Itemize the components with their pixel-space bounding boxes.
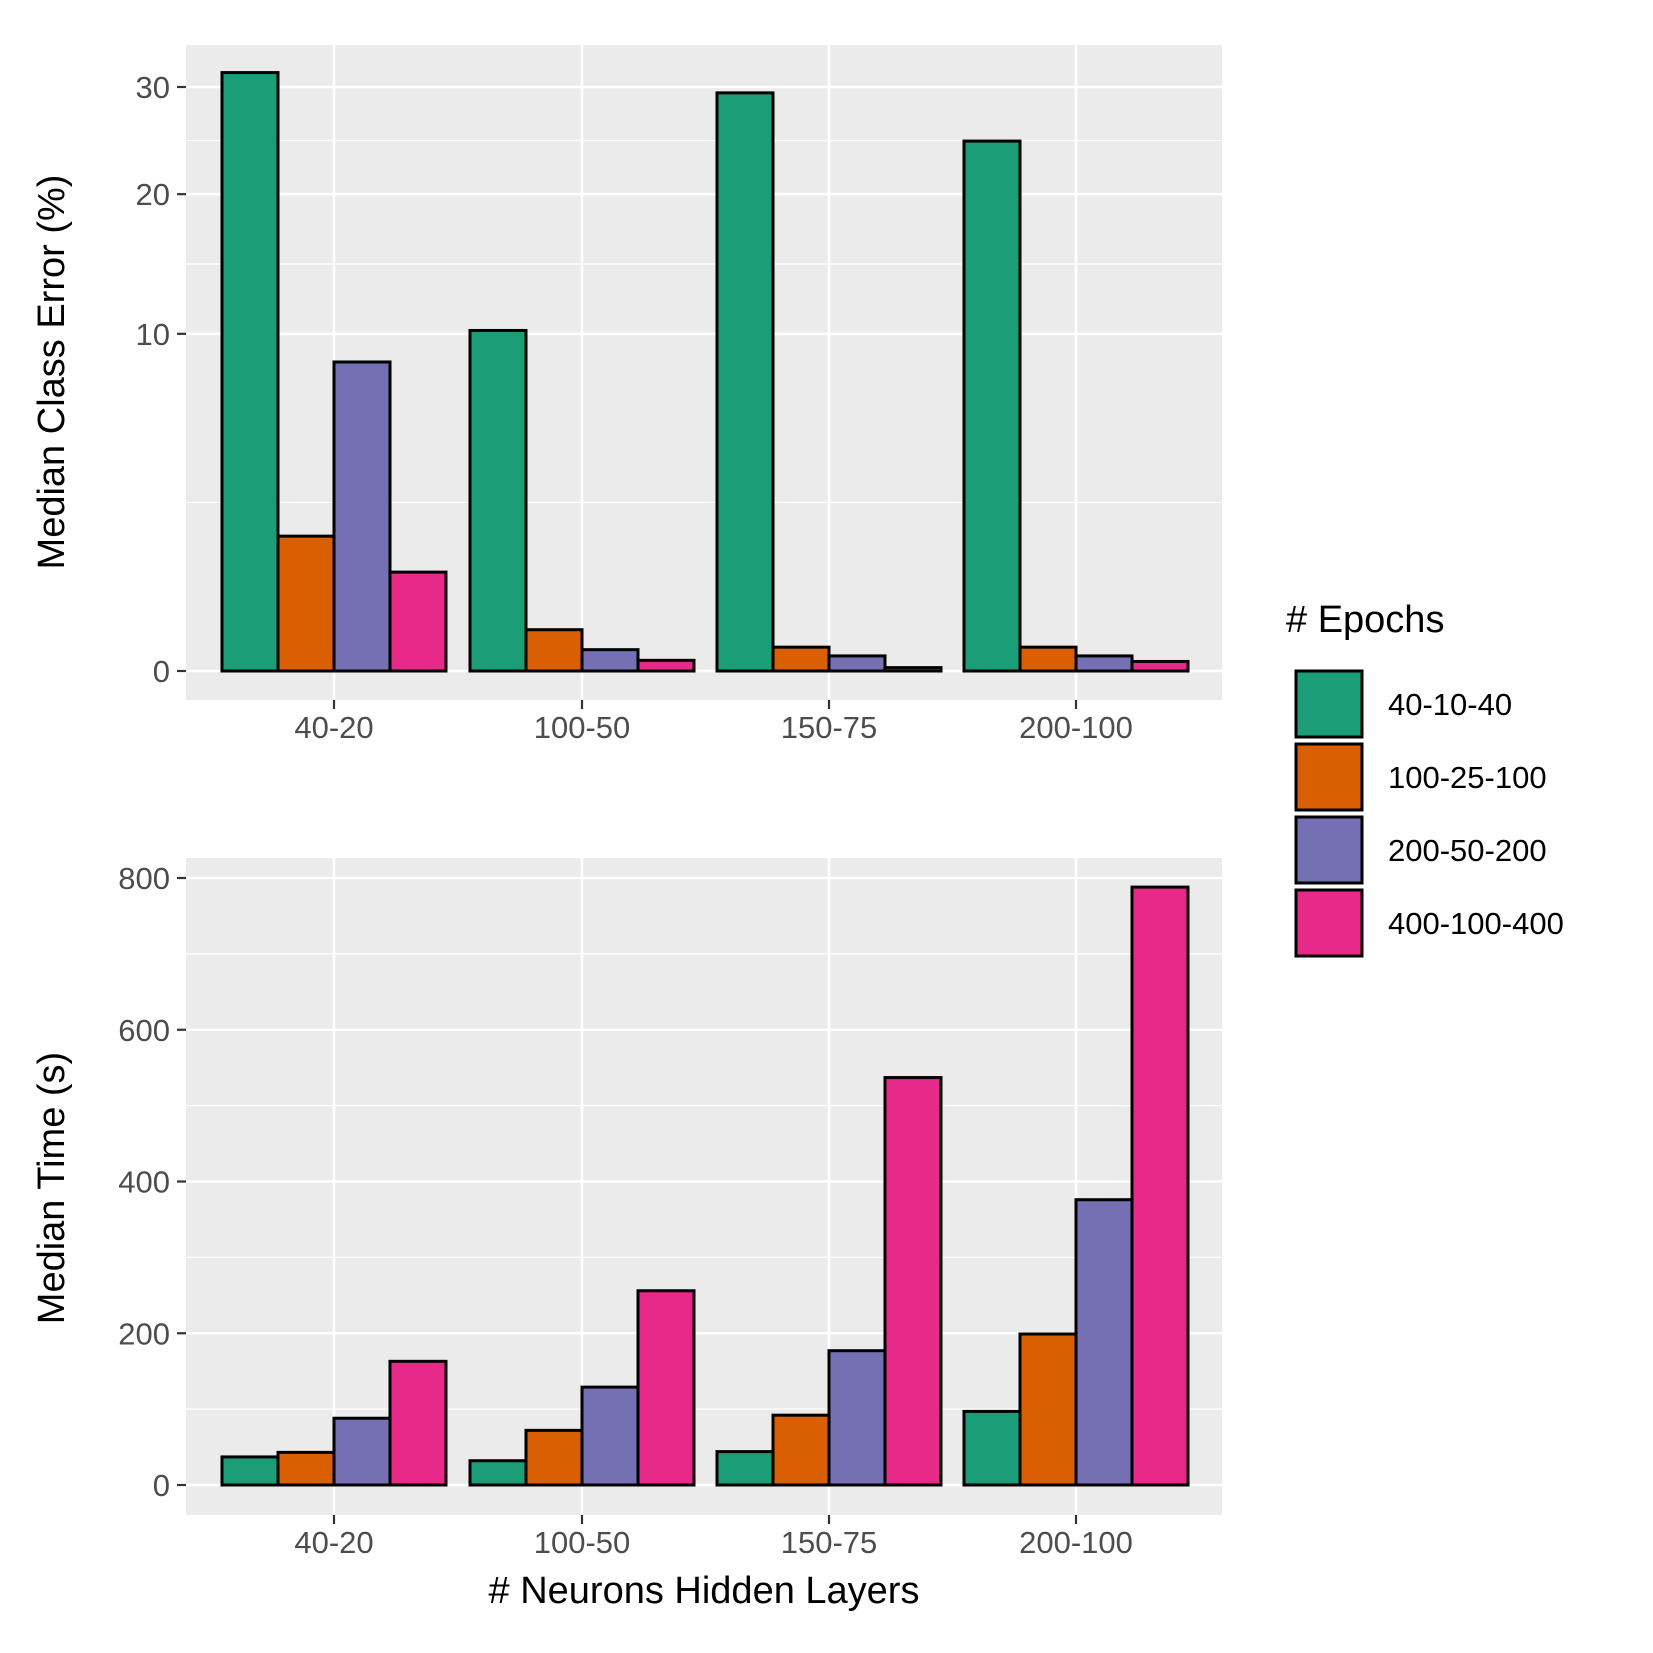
bar-200-50-200 xyxy=(332,360,392,673)
bar-400-100-400 xyxy=(883,1076,943,1487)
legend-key xyxy=(1294,815,1364,885)
bar-100-25-100 xyxy=(1018,1332,1078,1487)
y-axis-title: Median Time (s) xyxy=(31,1052,73,1324)
chart-panel-1: 0 10 20 30 40-20 100-50 150-75 200-100 Median Cl… xyxy=(31,45,1222,745)
x-tick-label: 100-50 xyxy=(534,710,631,745)
legend-label: 100-25-100 xyxy=(1388,760,1547,795)
legend-key xyxy=(1294,888,1364,958)
bar-400-100-400 xyxy=(388,1359,448,1487)
chart-panel-2: 0 200 400 600 800 40-20 100-50 150-75 200-100 Med… xyxy=(31,858,1222,1612)
bar-400-100-400 xyxy=(1130,659,1190,673)
x-tick-label: 200-100 xyxy=(1019,1525,1133,1560)
bar-400-100-400 xyxy=(636,658,696,673)
legend-title: # Epochs xyxy=(1286,599,1444,641)
y-tick-label: 0 xyxy=(153,654,170,689)
bar-200-50-200 xyxy=(1074,654,1134,673)
bar-40-10-40 xyxy=(220,71,280,673)
y-tick-label: 0 xyxy=(153,1468,170,1503)
legend-key xyxy=(1294,669,1364,739)
bar-100-25-100 xyxy=(1018,645,1078,673)
legend-key xyxy=(1294,742,1364,812)
bar-200-50-200 xyxy=(827,654,887,673)
x-tick-label: 200-100 xyxy=(1019,710,1133,745)
bar-200-50-200 xyxy=(580,648,640,673)
bar-100-25-100 xyxy=(276,534,336,673)
y-tick-label: 400 xyxy=(118,1165,170,1200)
x-tick-label: 100-50 xyxy=(534,1525,631,1560)
y-tick-label: 20 xyxy=(136,177,170,212)
bar-100-25-100 xyxy=(771,1413,831,1487)
legend-label: 400-100-400 xyxy=(1388,906,1564,941)
bar-200-50-200 xyxy=(332,1416,392,1487)
bar-400-100-400 xyxy=(388,570,448,673)
bar-100-25-100 xyxy=(524,628,584,673)
bar-40-10-40 xyxy=(962,1409,1022,1487)
bar-200-50-200 xyxy=(580,1385,640,1487)
bar-40-10-40 xyxy=(468,1459,528,1487)
bar-100-25-100 xyxy=(524,1428,584,1487)
bar-400-100-400 xyxy=(1130,885,1190,1487)
bar-40-10-40 xyxy=(715,91,775,673)
y-tick-label: 200 xyxy=(118,1316,170,1351)
legend-label: 200-50-200 xyxy=(1388,833,1547,868)
bar-100-25-100 xyxy=(771,645,831,673)
y-tick-label: 600 xyxy=(118,1013,170,1048)
bar-400-100-400 xyxy=(636,1289,696,1487)
y-tick-label: 800 xyxy=(118,861,170,896)
bar-40-10-40 xyxy=(715,1450,775,1487)
bar-400-100-400 xyxy=(883,666,943,673)
bar-40-10-40 xyxy=(220,1455,280,1487)
legend: # Epochs 40-10-40 100-25-100 200-50-200 400… xyxy=(1286,599,1564,958)
x-tick-label: 150-75 xyxy=(781,1525,878,1560)
x-tick-label: 40-20 xyxy=(294,710,373,745)
bar-40-10-40 xyxy=(962,139,1022,673)
x-tick-label: 150-75 xyxy=(781,710,878,745)
y-tick-label: 10 xyxy=(136,317,170,352)
bar-40-10-40 xyxy=(468,328,528,673)
bar-100-25-100 xyxy=(276,1450,336,1487)
bar-200-50-200 xyxy=(827,1349,887,1487)
bar-200-50-200 xyxy=(1074,1198,1134,1487)
x-axis-title: # Neurons Hidden Layers xyxy=(489,1570,920,1612)
y-axis-title: Median Class Error (%) xyxy=(31,175,73,570)
y-tick-label: 30 xyxy=(136,70,170,105)
legend-label: 40-10-40 xyxy=(1388,687,1512,722)
x-tick-label: 40-20 xyxy=(294,1525,373,1560)
